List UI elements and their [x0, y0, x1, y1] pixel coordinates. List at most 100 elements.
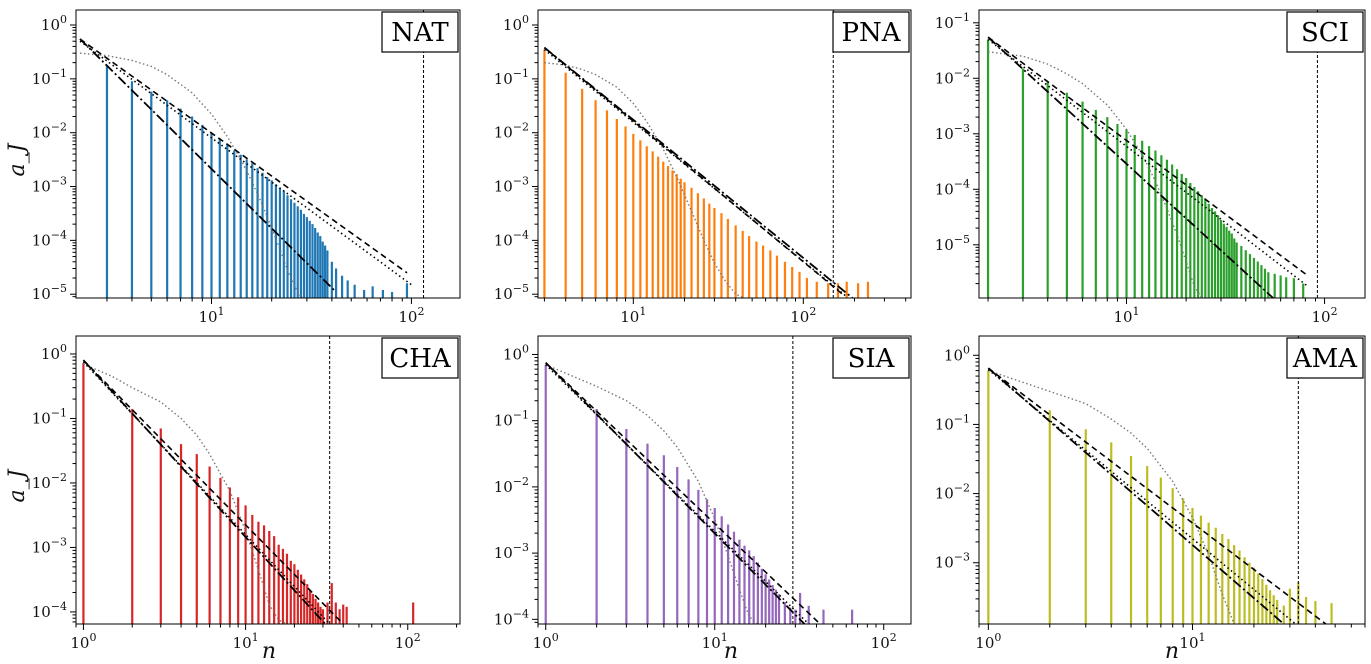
x-axis-label-right: n: [1165, 639, 1179, 664]
panel-label: NAT: [391, 18, 449, 48]
lognormal-curve: [988, 51, 1203, 298]
y-tick-label: 10−5: [494, 282, 529, 303]
y-tick-label: 100: [41, 13, 67, 34]
y-tick-label: 10−1: [32, 406, 67, 427]
y-tick-label: 10−2: [935, 482, 970, 503]
x-axis: 100 101: [975, 624, 1366, 652]
x-axis: 101 102: [987, 298, 1338, 326]
axes-frame: [537, 335, 912, 625]
y-tick-label: 10−2: [494, 475, 529, 496]
y-axis-label-top: a_J: [5, 142, 30, 176]
lognormal-curve: [988, 369, 1235, 624]
y-tick-label: 10−4: [32, 600, 67, 621]
dashdot-fit-line: [82, 359, 326, 624]
dashdot-fit-line: [987, 367, 1285, 624]
x-tick-label: 100: [975, 631, 1001, 652]
dashdot-fit-line: [79, 38, 337, 293]
plot-area: [987, 336, 1333, 624]
panel-label-box: [1286, 11, 1364, 53]
x-tick-label: 100: [70, 631, 96, 652]
x-tick-label: 101: [1179, 631, 1205, 652]
y-tick-label: 10−3: [935, 551, 970, 572]
dashdot-fit-line: [543, 46, 854, 298]
y-tick-label: 10−2: [494, 121, 529, 142]
y-tick-label: 10−3: [32, 535, 67, 556]
y-tick-label: 10−5: [935, 233, 970, 254]
y-tick-label: 10−1: [935, 412, 970, 433]
panel-label-box: [381, 11, 459, 53]
y-tick-label: 100: [503, 342, 529, 363]
axes-frame: [537, 9, 912, 299]
plot-area: [986, 10, 1318, 298]
x-tick-label: 102: [790, 305, 816, 326]
dotted-fit-line: [543, 48, 848, 298]
y-tick-label: 10−2: [32, 471, 67, 492]
y-axis: 10−3 10−2 10−1 100: [935, 343, 979, 612]
y-axis: 10−4 10−3 10−2 10−1 100: [32, 342, 76, 623]
x-tick-label: 102: [398, 305, 424, 326]
panel-sci: 101 102 10−5 10−4 10−3 10−2 10−1 SCI: [935, 9, 1366, 326]
y-tick-label: 10−4: [494, 607, 529, 628]
axes-frame: [75, 335, 461, 625]
y-axis: 10−5 10−4 10−3 10−2 10−1: [935, 11, 979, 285]
y-tick-label: 10−3: [494, 541, 529, 562]
x-tick-label: 101: [702, 631, 728, 652]
axes-frame: [978, 335, 1366, 625]
dotted-fit-line: [79, 40, 412, 286]
y-tick-label: 10−4: [935, 177, 970, 198]
panel-label: SCI: [1301, 18, 1349, 48]
x-tick-label: 101: [1113, 305, 1139, 326]
panel-sia: 100 101 102 10−4 10−3 10−2 10−1 100 SIA: [494, 335, 912, 652]
panel-label: PNA: [841, 18, 901, 48]
x-axis-label-middle: n: [724, 639, 738, 664]
x-axis: 101 102: [106, 298, 424, 326]
dashed-fit-line: [987, 36, 1308, 277]
x-axis-label-left: n: [262, 639, 276, 664]
y-tick-label: 10−2: [32, 121, 67, 142]
dashdot-fit-line: [545, 362, 806, 624]
lognormal-curve: [79, 52, 308, 298]
dotted-fit-line: [987, 368, 1297, 624]
dashed-fit-line: [545, 362, 821, 624]
x-axis: 101 102: [543, 298, 907, 326]
y-tick-label: 10−3: [32, 175, 67, 196]
panel-label-box: [832, 11, 910, 53]
dashed-fit-line: [79, 38, 408, 274]
panel-label: CHA: [389, 344, 452, 374]
dashed-fit-line: [82, 359, 344, 624]
panel-label-box: [1286, 337, 1364, 379]
y-axis-label-bottom: a_J: [5, 468, 30, 502]
x-tick-label: 102: [395, 631, 421, 652]
y-tick-label: 10−3: [935, 122, 970, 143]
y-tick-label: 10−4: [494, 228, 529, 249]
y-tick-label: 10−1: [494, 67, 529, 88]
y-tick-label: 10−1: [32, 67, 67, 88]
y-tick-label: 100: [41, 342, 67, 363]
y-axis: 10−4 10−3 10−2 10−1 100: [494, 342, 538, 628]
axes-frame: [978, 9, 1366, 299]
panel-ama: 100 101 10−3 10−2 10−1 100 AMA: [935, 335, 1366, 652]
dashed-fit-line: [987, 367, 1327, 624]
lognormal-curve: [83, 363, 288, 624]
panel-label: AMA: [1292, 344, 1358, 374]
y-axis: 10−5 10−4 10−3 10−2 10−1 100: [494, 13, 538, 303]
y-tick-label: 10−2: [935, 66, 970, 87]
dotted-fit-line: [987, 38, 1308, 287]
y-tick-label: 10−4: [32, 228, 67, 249]
panel-cha: 100 101 102 10−4 10−3 10−2 10−1 100 CHA: [32, 335, 461, 652]
x-tick-label: 101: [233, 631, 259, 652]
panel-nat: 101 102 10−5 10−4 10−3 10−2 10−1 100 NAT: [32, 9, 461, 326]
plot-area: [544, 336, 854, 624]
y-tick-label: 100: [944, 343, 970, 364]
x-tick-label: 102: [871, 631, 897, 652]
x-tick-label: 101: [620, 305, 646, 326]
y-tick-label: 10−1: [494, 409, 529, 430]
y-tick-label: 100: [503, 13, 529, 34]
panel-pna: 101 102 10−5 10−4 10−3 10−2 10−1 100 PNA: [494, 9, 912, 326]
x-axis: 100 101 102: [70, 624, 458, 652]
x-tick-label: 100: [533, 631, 559, 652]
panel-label-box: [381, 337, 459, 379]
plot-area: [543, 10, 870, 298]
y-tick-label: 10−5: [32, 282, 67, 303]
